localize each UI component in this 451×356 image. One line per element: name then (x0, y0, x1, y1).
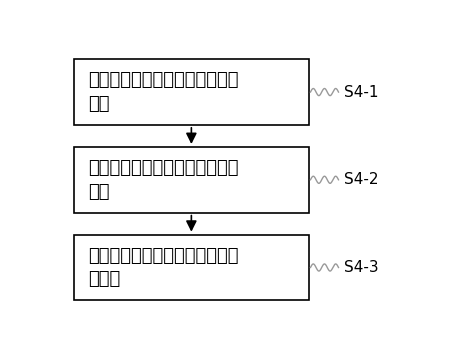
Text: 气候因素引起飞行事故数量占比
分析: 气候因素引起飞行事故数量占比 分析 (88, 71, 238, 113)
Text: 恶劣气候因素引发事故严重程度
分析: 恶劣气候因素引发事故严重程度 分析 (88, 159, 238, 200)
Text: S4-2: S4-2 (343, 172, 377, 187)
Bar (74, 147, 308, 213)
Text: S4-1: S4-1 (343, 85, 377, 100)
Bar (74, 59, 308, 125)
Text: 恶劣气候环境对飞机最大损害程
度评估: 恶劣气候环境对飞机最大损害程 度评估 (88, 247, 238, 288)
Text: S4-3: S4-3 (343, 260, 377, 275)
Bar (74, 235, 308, 300)
